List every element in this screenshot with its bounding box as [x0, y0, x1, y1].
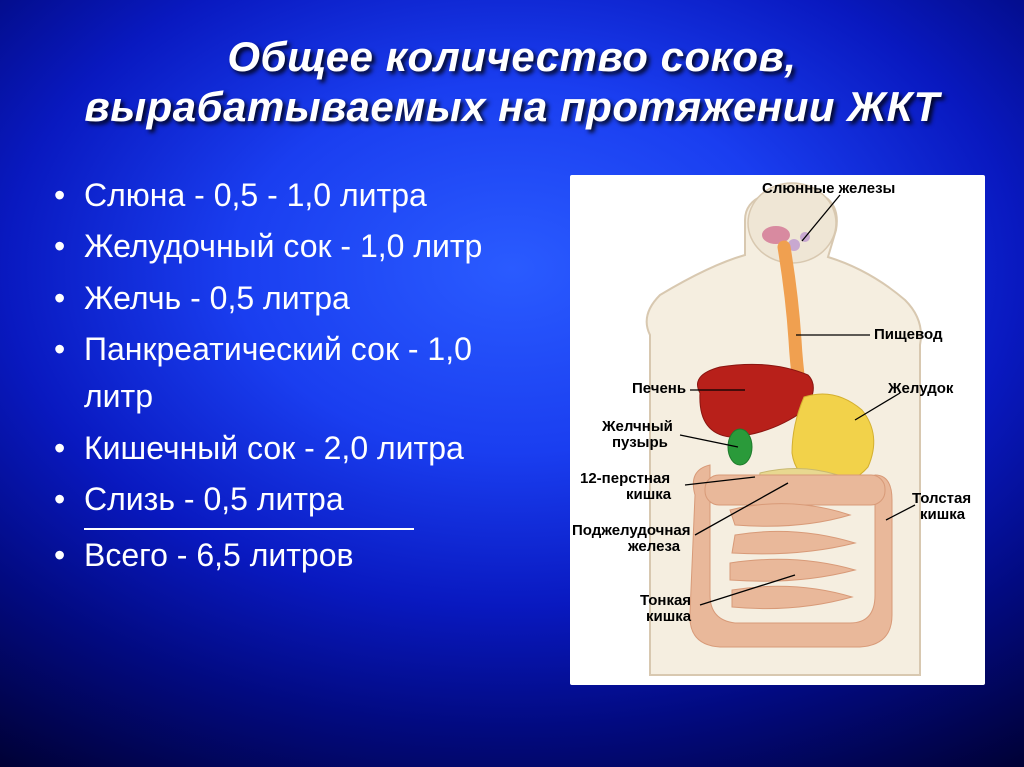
list-item: Желудочный сок - 1,0 литр	[48, 223, 538, 270]
label-salivary: Слюнные железы	[762, 181, 895, 196]
digestive-diagram: Слюнные железы Пищевод Печень Желудок Же…	[570, 175, 985, 685]
list-item: Слизь - 0,5 литра	[48, 476, 538, 523]
label-esophagus: Пищевод	[874, 327, 943, 342]
title-line-1: Общее количество соков,	[227, 33, 796, 80]
label-small-2: кишка	[646, 609, 691, 624]
label-gallbladder-1: Желчный	[602, 419, 673, 434]
list-item: Слюна - 0,5 - 1,0 литра	[48, 172, 538, 219]
title-line-2: вырабатываемых на протяжении ЖКТ	[84, 83, 939, 130]
label-pancreas-2: железа	[628, 539, 680, 554]
total-list: Всего - 6,5 литров	[48, 532, 538, 579]
divider-line	[84, 528, 414, 530]
label-large-1: Толстая	[912, 491, 971, 506]
slide-title: Общее количество соков, вырабатываемых н…	[0, 32, 1024, 131]
label-stomach: Желудок	[888, 381, 953, 396]
label-liver: Печень	[632, 381, 686, 396]
gallbladder-shape	[728, 429, 752, 465]
slide: Общее количество соков, вырабатываемых н…	[0, 0, 1024, 767]
list-item: Кишечный сок - 2,0 литра	[48, 425, 538, 472]
label-gallbladder-2: пузырь	[612, 435, 668, 450]
label-duodenum-1: 12-перстная	[580, 471, 670, 486]
bullet-list: Слюна - 0,5 - 1,0 литра Желудочный сок -…	[48, 172, 538, 524]
label-large-2: кишка	[920, 507, 965, 522]
total-item: Всего - 6,5 литров	[48, 532, 538, 579]
label-small-1: Тонкая	[640, 593, 691, 608]
content-block: Слюна - 0,5 - 1,0 литра Желудочный сок -…	[48, 172, 538, 583]
list-item: Желчь - 0,5 литра	[48, 275, 538, 322]
label-duodenum-2: кишка	[626, 487, 671, 502]
list-item: Панкреатический сок - 1,0 литр	[48, 326, 538, 421]
label-pancreas-1: Поджелудочная	[572, 523, 691, 538]
